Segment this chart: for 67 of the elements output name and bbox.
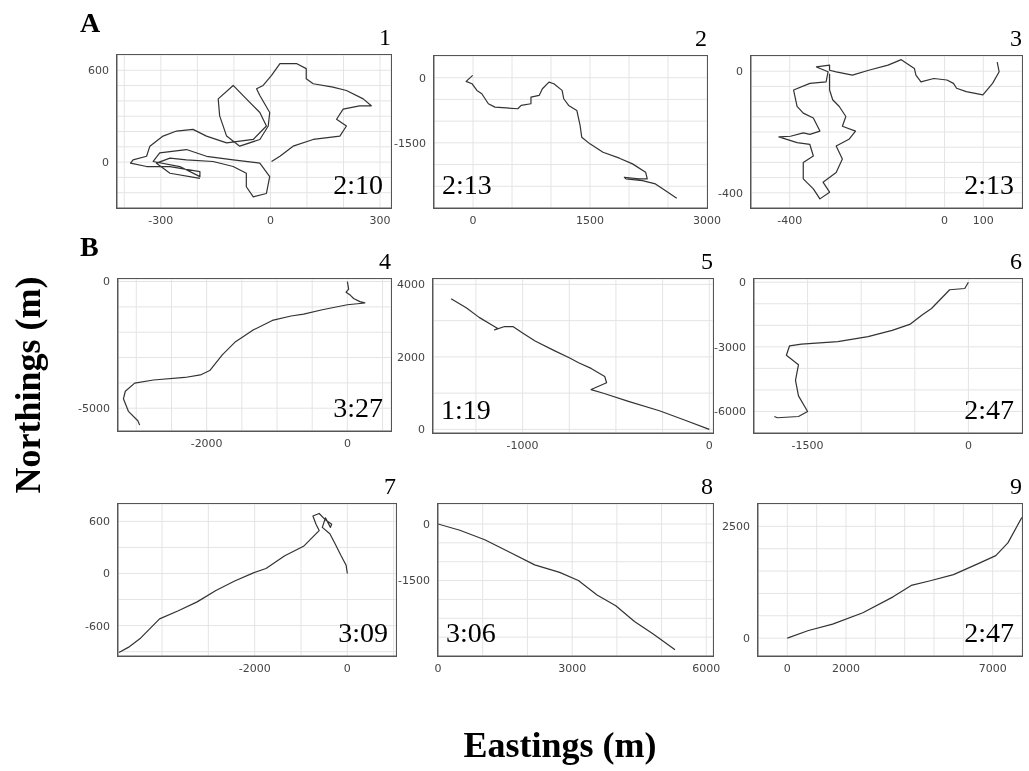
y-tick-label: 600 xyxy=(88,64,109,78)
x-tick-label: -1500 xyxy=(791,438,824,452)
y-tick-label: 2000 xyxy=(397,350,425,364)
y-tick-label: 0 xyxy=(103,567,110,581)
text: B xyxy=(80,231,99,263)
y-tick-label: 0 xyxy=(418,423,425,437)
x-tick-label: 3000 xyxy=(693,213,721,227)
chart-title: 6 xyxy=(1010,247,1022,275)
x-tick-label: 0 xyxy=(964,438,972,452)
y-tick-label: -1500 xyxy=(394,136,426,150)
chart-title: 3 xyxy=(1010,24,1022,52)
annotation: 2:13 xyxy=(964,168,1014,202)
chart-title: 4 xyxy=(379,247,391,275)
y-tick-label: 600 xyxy=(89,515,110,529)
y-tick-label: 0 xyxy=(736,65,743,79)
y-tick-label: 0 xyxy=(102,156,109,170)
x-tick-label: -400 xyxy=(777,213,803,227)
x-tick-label: -2000 xyxy=(190,436,223,450)
chart-title: 9 xyxy=(1010,472,1022,500)
x-tick-label: 0 xyxy=(783,661,791,675)
y-tick-label: -6000 xyxy=(714,405,746,419)
y-tick-label: 0 xyxy=(103,275,110,289)
x-tick-label: 2000 xyxy=(832,661,860,675)
y-tick-label: -3000 xyxy=(714,340,746,354)
annotation: 3:09 xyxy=(338,616,388,650)
y-tick-label: -1500 xyxy=(398,574,430,588)
x-tick-label: -300 xyxy=(148,213,174,227)
x-tick-label: 6000 xyxy=(692,661,721,675)
annotation: 2:47 xyxy=(964,616,1014,650)
y-tick-label: -400 xyxy=(718,186,743,200)
x-tick-label: 0 xyxy=(705,438,713,452)
y-tick-label: 2500 xyxy=(722,520,750,534)
x-tick-label: 300 xyxy=(369,213,391,227)
x-tick-label: -2000 xyxy=(238,661,271,675)
y-tick-label: -600 xyxy=(85,619,110,633)
chart-title: 7 xyxy=(384,472,396,500)
chart-title: 8 xyxy=(701,472,713,500)
y-tick-label: -5000 xyxy=(78,402,110,416)
annotation: 3:27 xyxy=(333,391,383,425)
x-tick-label: 100 xyxy=(972,213,994,227)
x-tick-label: 0 xyxy=(343,436,351,450)
x-tick-label: 7000 xyxy=(978,661,1007,675)
x-tick-label: 0 xyxy=(434,661,442,675)
annotation: 2:10 xyxy=(333,168,383,202)
annotation: 2:13 xyxy=(442,168,492,202)
y-tick-label: 4000 xyxy=(397,278,425,292)
x-tick-label: -1000 xyxy=(506,438,539,452)
x-tick-label: 0 xyxy=(469,213,477,227)
annotation: 2:47 xyxy=(964,393,1014,427)
y-tick-label: 0 xyxy=(419,71,426,85)
chart-title: 2 xyxy=(695,24,707,52)
y-tick-label: 0 xyxy=(743,632,750,646)
x-tick-label: 1500 xyxy=(576,213,604,227)
chart-title: 5 xyxy=(701,247,713,275)
text: A xyxy=(80,7,101,39)
x-tick-label: 0 xyxy=(343,661,351,675)
x-tick-label: 0 xyxy=(266,213,274,227)
line-series xyxy=(438,523,676,651)
y-axis-title: Northings (m) xyxy=(7,276,49,494)
annotation: 1:19 xyxy=(441,393,491,427)
x-tick-label: 3000 xyxy=(558,661,587,675)
annotation: 3:06 xyxy=(446,616,496,650)
y-tick-label: 0 xyxy=(423,517,430,531)
x-axis-title: Eastings (m) xyxy=(463,724,657,766)
x-tick-label: 0 xyxy=(941,213,949,227)
chart-title: 1 xyxy=(379,23,391,51)
y-tick-label: 0 xyxy=(739,276,746,290)
